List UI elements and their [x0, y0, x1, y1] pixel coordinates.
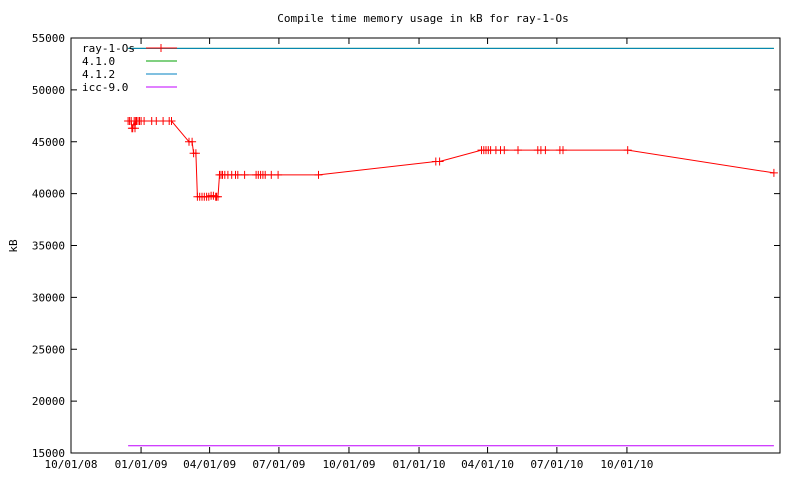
x-tick-label: 07/01/09: [252, 458, 305, 471]
data-point: [167, 117, 176, 125]
data-point: [240, 170, 249, 179]
data-point: [435, 157, 444, 166]
x-tick-label: 04/01/09: [183, 458, 236, 471]
x-tick-label: 10/01/09: [322, 458, 375, 471]
data-point: [188, 137, 197, 146]
y-tick-label: 55000: [32, 32, 65, 45]
x-tick-label: 01/01/10: [393, 458, 446, 471]
x-tick-label: 01/01/09: [115, 458, 168, 471]
legend-item: 4.1.2: [82, 68, 177, 81]
legend-label: 4.1.0: [82, 55, 115, 68]
data-point: [152, 117, 161, 125]
x-tick-label: 07/01/10: [530, 458, 583, 471]
data-point: [769, 168, 778, 177]
legend-label: 4.1.2: [82, 68, 115, 81]
x-tick-label: 04/01/10: [461, 458, 514, 471]
y-tick-label: 25000: [32, 343, 65, 356]
legend-item: 4.1.0: [82, 55, 177, 68]
y-tick-label: 15000: [32, 447, 65, 460]
x-tick-label: 10/01/10: [600, 458, 653, 471]
y-axis-label: kB: [7, 239, 20, 253]
data-point: [214, 192, 222, 201]
legend-item: icc-9.0: [82, 81, 177, 94]
y-axis: 15000 20000 25000 30000 35000 40000 45000 50000…: [32, 32, 780, 460]
y-tick-label: 30000: [32, 291, 65, 304]
legend-item: ray-1-Os: [82, 42, 177, 55]
data-point: [500, 146, 509, 155]
data-point: [314, 170, 323, 179]
plot-area: [70, 37, 781, 454]
legend-label: ray-1-Os: [82, 42, 135, 55]
data-point: [559, 146, 567, 155]
y-tick-label: 50000: [32, 84, 65, 97]
legend-label: icc-9.0: [82, 81, 128, 94]
legend-marker: [157, 44, 165, 52]
series-ray-1-Os: [124, 117, 778, 201]
data-point: [140, 117, 149, 125]
data-point: [541, 146, 550, 155]
data-point: [514, 146, 522, 155]
data-point: [191, 149, 200, 158]
data-point: [267, 170, 276, 179]
data-point: [274, 170, 283, 179]
data-point: [233, 170, 242, 179]
x-tick-label: 10/01/08: [45, 458, 98, 471]
y-tick-label: 20000: [32, 395, 65, 408]
y-tick-label: 40000: [32, 188, 65, 201]
series-group: [124, 47, 778, 447]
chart-title: Compile time memory usage in kB for ray-…: [277, 12, 568, 25]
data-point: [131, 124, 139, 133]
y-tick-label: 45000: [32, 136, 65, 149]
x-axis: 10/01/08 01/01/09 04/01/09 07/01/09 10/01/09…: [45, 38, 653, 471]
y-tick-label: 35000: [32, 240, 65, 253]
data-point: [623, 146, 632, 155]
